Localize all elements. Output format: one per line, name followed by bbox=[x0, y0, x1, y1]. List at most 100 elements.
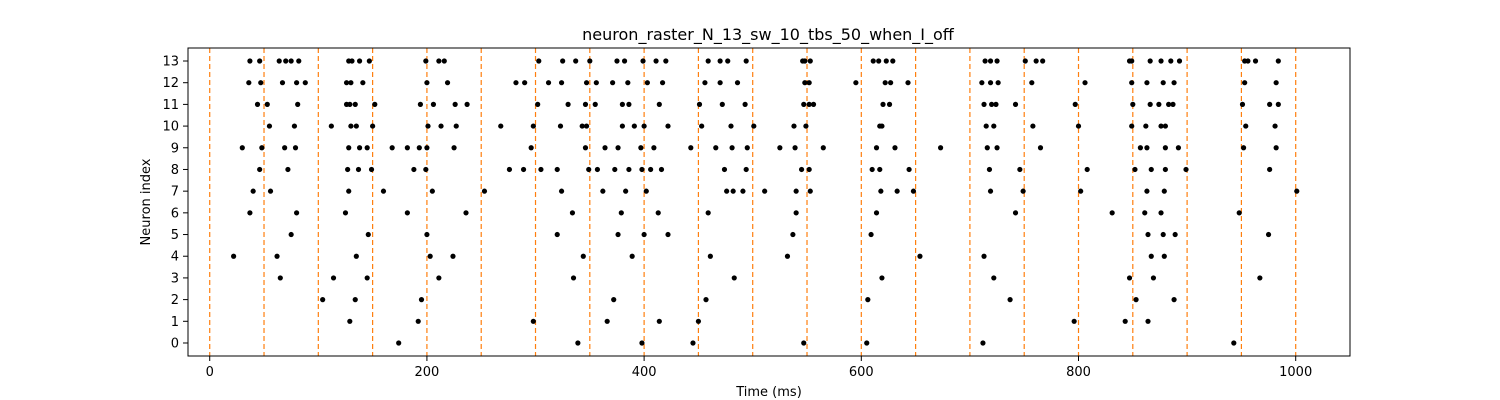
spike-marker bbox=[798, 166, 805, 173]
spike-marker bbox=[641, 231, 647, 238]
spike-marker bbox=[619, 123, 625, 129]
spike-marker bbox=[424, 145, 430, 151]
spike-marker bbox=[663, 58, 669, 64]
spike-marker bbox=[1240, 145, 1247, 151]
spike-marker bbox=[803, 123, 809, 129]
y-tick-label: 7 bbox=[171, 185, 179, 200]
spike-marker bbox=[717, 58, 723, 64]
spike-marker bbox=[441, 58, 447, 64]
spike-marker bbox=[1272, 123, 1278, 129]
spike-marker bbox=[696, 101, 703, 107]
spike-marker bbox=[807, 58, 813, 64]
spike-marker bbox=[906, 166, 912, 173]
spike-marker bbox=[653, 58, 659, 64]
spike-marker bbox=[522, 80, 528, 86]
spike-marker bbox=[592, 101, 598, 107]
spike-marker bbox=[793, 188, 799, 194]
spike-marker bbox=[728, 123, 734, 129]
spike-marker bbox=[629, 253, 635, 259]
spike-marker bbox=[1245, 58, 1251, 64]
y-tick-label: 6 bbox=[171, 206, 179, 221]
spike-marker bbox=[1040, 58, 1046, 64]
spike-marker bbox=[1239, 101, 1246, 107]
spike-marker bbox=[983, 123, 989, 129]
spike-marker bbox=[356, 145, 363, 151]
spike-marker bbox=[1160, 80, 1166, 86]
spike-marker bbox=[1162, 145, 1168, 151]
spike-marker bbox=[619, 101, 625, 107]
spike-marker bbox=[538, 166, 544, 173]
spike-marker bbox=[802, 80, 808, 86]
spike-marker bbox=[274, 253, 280, 259]
spike-marker bbox=[1171, 80, 1177, 86]
x-tick-label: 200 bbox=[415, 365, 440, 380]
spike-marker bbox=[247, 210, 253, 216]
spike-marker bbox=[283, 58, 289, 64]
y-tick-label: 8 bbox=[171, 163, 179, 178]
spike-marker bbox=[279, 80, 286, 86]
spike-marker bbox=[721, 166, 728, 173]
spike-marker bbox=[360, 80, 366, 86]
spike-marker bbox=[594, 166, 601, 173]
spike-marker bbox=[1078, 188, 1084, 194]
spike-marker bbox=[1275, 101, 1281, 107]
spike-marker bbox=[231, 253, 237, 259]
spike-marker bbox=[1166, 101, 1172, 107]
spike-marker bbox=[257, 166, 263, 173]
spike-marker bbox=[719, 101, 725, 107]
spike-marker bbox=[807, 188, 813, 194]
spike-marker bbox=[583, 123, 590, 129]
spike-marker bbox=[451, 145, 457, 151]
spike-marker bbox=[291, 123, 298, 129]
y-axis-label: Neuron index bbox=[139, 158, 154, 245]
y-tick-label: 13 bbox=[162, 55, 179, 70]
spike-marker bbox=[293, 210, 300, 216]
spike-marker bbox=[264, 101, 270, 107]
spike-marker bbox=[644, 80, 650, 86]
spike-marker bbox=[981, 101, 987, 107]
spike-marker bbox=[545, 80, 552, 86]
reference-lines bbox=[209, 48, 1297, 356]
spike-marker bbox=[1122, 318, 1128, 324]
spike-marker bbox=[436, 275, 442, 281]
spike-marker bbox=[659, 80, 666, 86]
spike-marker bbox=[1030, 123, 1036, 129]
spike-marker bbox=[993, 101, 999, 107]
spike-marker bbox=[587, 58, 593, 64]
spike-marker bbox=[438, 123, 444, 129]
spike-marker bbox=[730, 188, 736, 194]
spike-marker bbox=[873, 210, 880, 216]
spike-marker bbox=[713, 145, 719, 151]
spike-marker bbox=[1267, 166, 1273, 173]
spike-marker bbox=[648, 166, 654, 173]
spike-marker bbox=[554, 166, 560, 173]
spike-marker bbox=[464, 101, 470, 107]
spike-marker bbox=[452, 101, 458, 107]
spike-marker bbox=[417, 101, 423, 107]
spike-marker bbox=[1130, 101, 1136, 107]
spike-marker bbox=[1158, 123, 1164, 129]
spike-marker bbox=[610, 80, 616, 86]
spike-marker bbox=[346, 188, 352, 194]
spike-marker bbox=[277, 275, 283, 281]
spike-marker bbox=[593, 80, 599, 86]
spike-marker bbox=[876, 58, 882, 64]
spike-marker bbox=[665, 123, 671, 129]
spike-marker bbox=[288, 58, 294, 64]
spike-marker bbox=[888, 80, 894, 86]
spike-marker bbox=[266, 123, 273, 129]
spike-marker bbox=[790, 231, 796, 238]
spike-marker bbox=[880, 101, 886, 107]
spike-marker bbox=[989, 101, 995, 107]
spike-marker bbox=[725, 58, 731, 64]
spike-marker bbox=[623, 188, 629, 194]
spike-marker bbox=[239, 145, 245, 151]
spike-marker bbox=[355, 166, 362, 173]
y-tick-label: 4 bbox=[171, 250, 179, 265]
spike-marker bbox=[1033, 58, 1039, 64]
spike-marker bbox=[638, 145, 644, 151]
spike-marker bbox=[1273, 80, 1279, 86]
spike-marker bbox=[886, 101, 893, 107]
spike-marker bbox=[330, 275, 337, 281]
